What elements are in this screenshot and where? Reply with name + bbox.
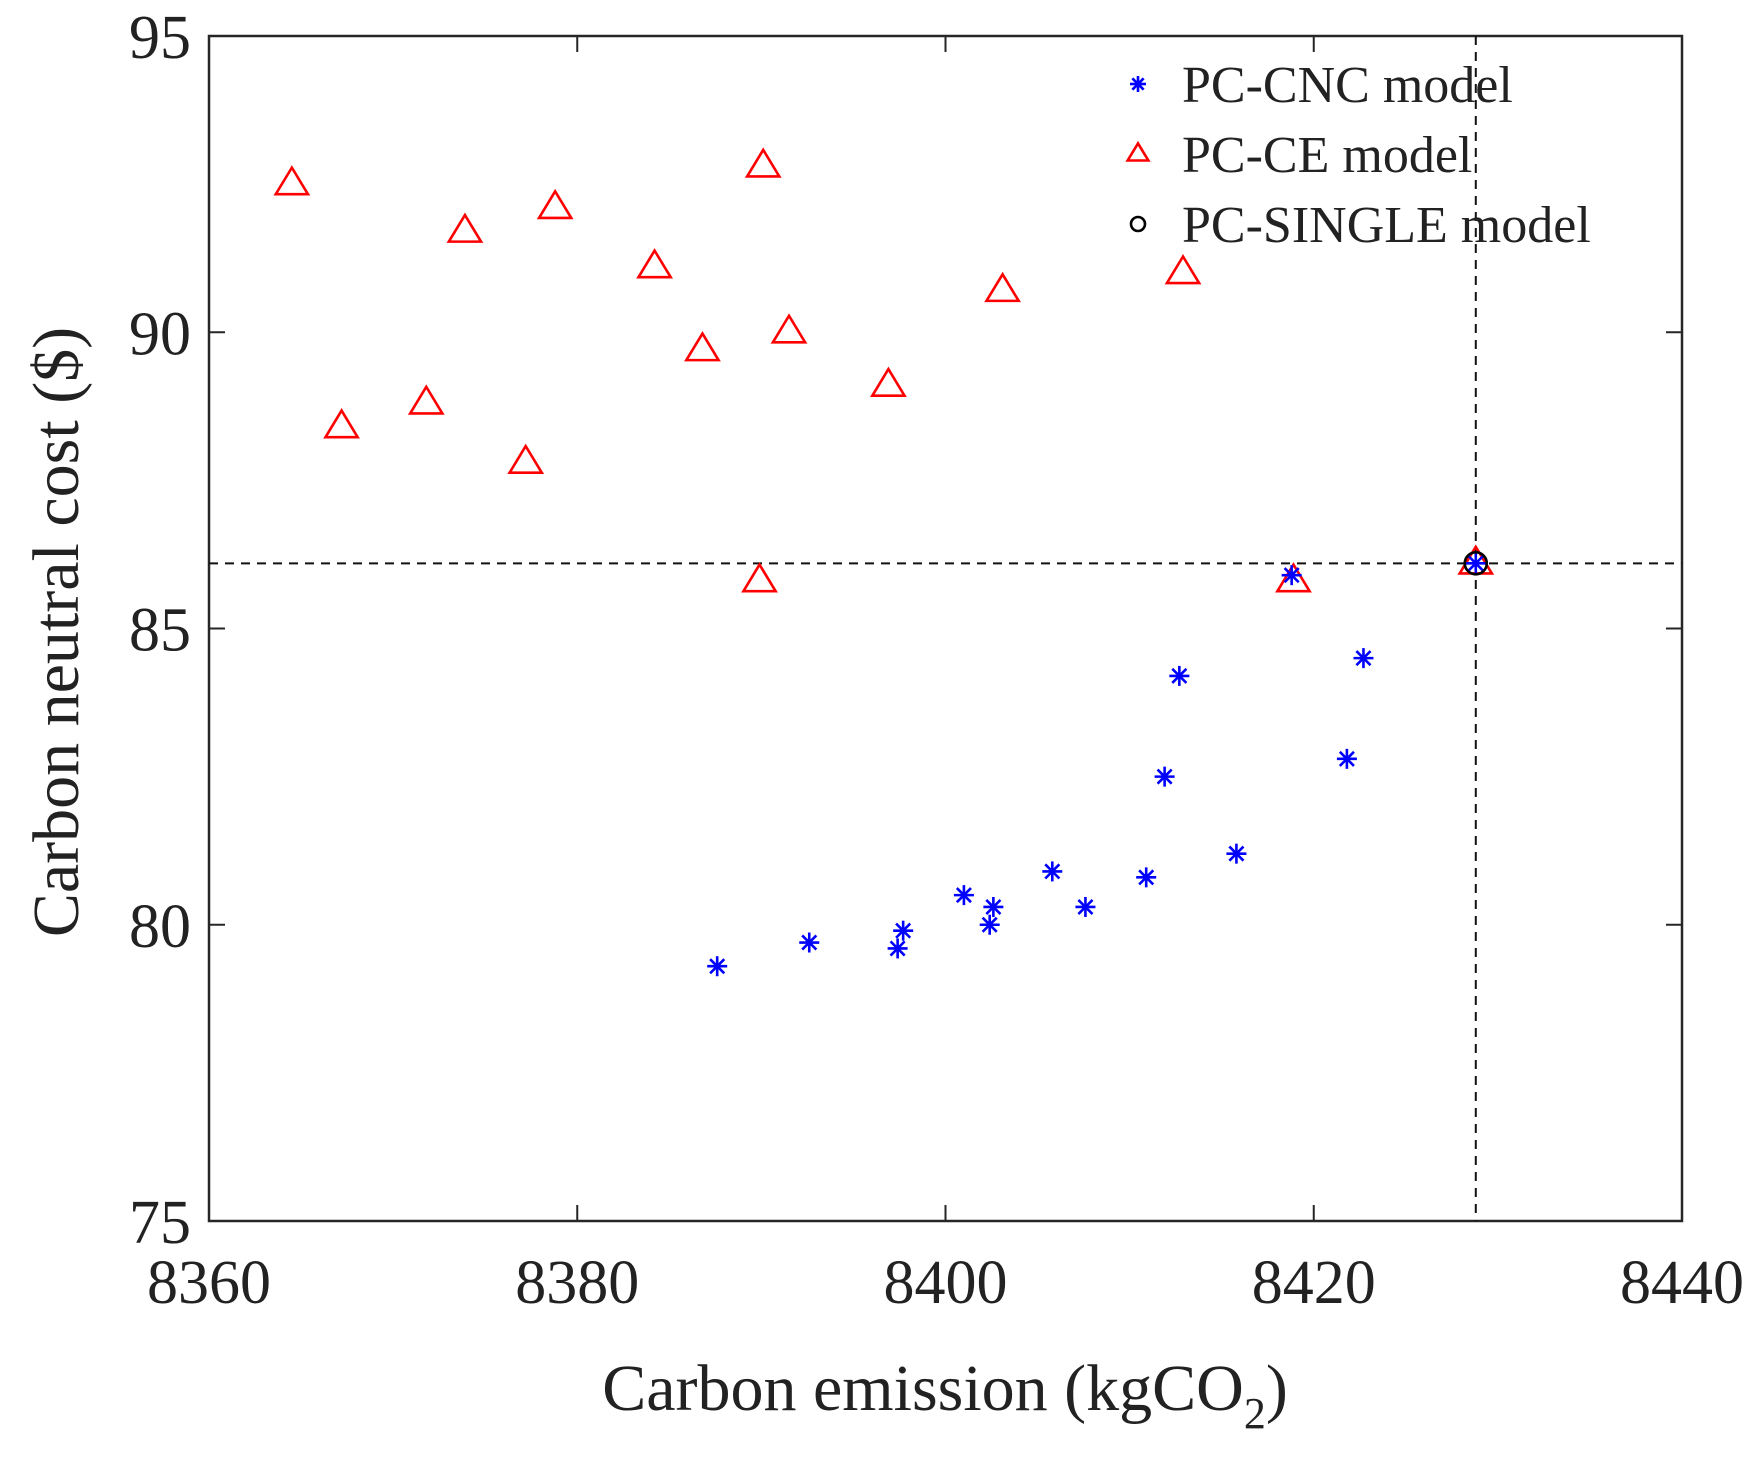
legend-marker-circle [1129, 215, 1147, 233]
x-tick-label: 8400 [884, 1249, 1008, 1317]
x-tick-label: 8380 [515, 1249, 639, 1317]
x-axis-title-close: ) [1266, 1352, 1288, 1425]
data-point-triangle [507, 443, 545, 475]
data-point-triangle [1275, 562, 1312, 593]
reference-lines [209, 36, 1682, 1221]
data-point-asterisk [953, 885, 974, 906]
data-point-triangle [741, 562, 778, 593]
y-tick-label: 75 [129, 1189, 191, 1257]
legend-label: PC-CNC model [1182, 57, 1513, 114]
data-point-triangle [870, 366, 907, 397]
data-point-asterisk [1154, 766, 1175, 787]
data-point-asterisk [1353, 648, 1374, 669]
data-point-triangle [1164, 253, 1202, 285]
x-tick-label: 8440 [1620, 1249, 1744, 1317]
data-point-asterisk [887, 938, 908, 959]
legend-label: PC-CE model [1182, 127, 1472, 184]
data-point-asterisk [893, 920, 914, 941]
data-point-asterisk [1465, 553, 1486, 574]
data-point-asterisk [1042, 861, 1063, 882]
data-point-asterisk [979, 914, 1000, 935]
axis-tick-labels: 8360 8380 8400 8420 8440 75 80 85 90 95 [129, 4, 1744, 1317]
data-point-triangle [744, 147, 782, 178]
data-point-asterisk [1136, 867, 1157, 888]
legend-label: PC-SINGLE model [1182, 197, 1591, 254]
y-tick-label: 90 [129, 300, 191, 368]
data-marks [273, 147, 1495, 977]
x-axis-title-subscript: 2 [1244, 1389, 1266, 1438]
data-point-triangle [536, 188, 574, 220]
data-point-triangle [636, 248, 673, 279]
data-point-asterisk [1281, 565, 1302, 586]
legend: PC-CNC model PC-CE model PC-SINGLE model [1125, 57, 1591, 254]
data-point-asterisk [707, 956, 728, 977]
x-tick-label: 8360 [147, 1249, 271, 1317]
data-point-circle [1463, 551, 1489, 576]
data-point-asterisk [799, 932, 820, 953]
data-point-asterisk [1336, 748, 1357, 769]
axis-ticks [208, 35, 1683, 1222]
y-tick-label: 95 [129, 4, 191, 72]
data-point-triangle [984, 271, 1021, 303]
data-point-asterisk [1075, 896, 1096, 917]
y-tick-label: 80 [129, 893, 191, 961]
data-point-asterisk [1226, 843, 1247, 864]
data-point-triangle [407, 384, 445, 415]
data-point-triangle [446, 212, 484, 243]
data-point-asterisk [983, 896, 1004, 917]
data-point-asterisk [1169, 665, 1190, 686]
legend-marker-asterisk [1130, 76, 1146, 92]
legend-marker-triangle [1125, 140, 1151, 162]
y-axis-title: Carbon neutral cost ($) [20, 327, 93, 937]
data-point-triangle [273, 165, 311, 196]
data-point-triangle [770, 313, 808, 344]
x-axis-title: Carbon emission (kgCO2) [602, 1352, 1288, 1438]
data-point-triangle [684, 331, 721, 362]
x-tick-label: 8420 [1252, 1249, 1376, 1317]
y-tick-label: 85 [129, 597, 191, 665]
data-point-triangle [323, 408, 360, 439]
x-axis-title-main: Carbon emission (kgCO [602, 1352, 1244, 1425]
